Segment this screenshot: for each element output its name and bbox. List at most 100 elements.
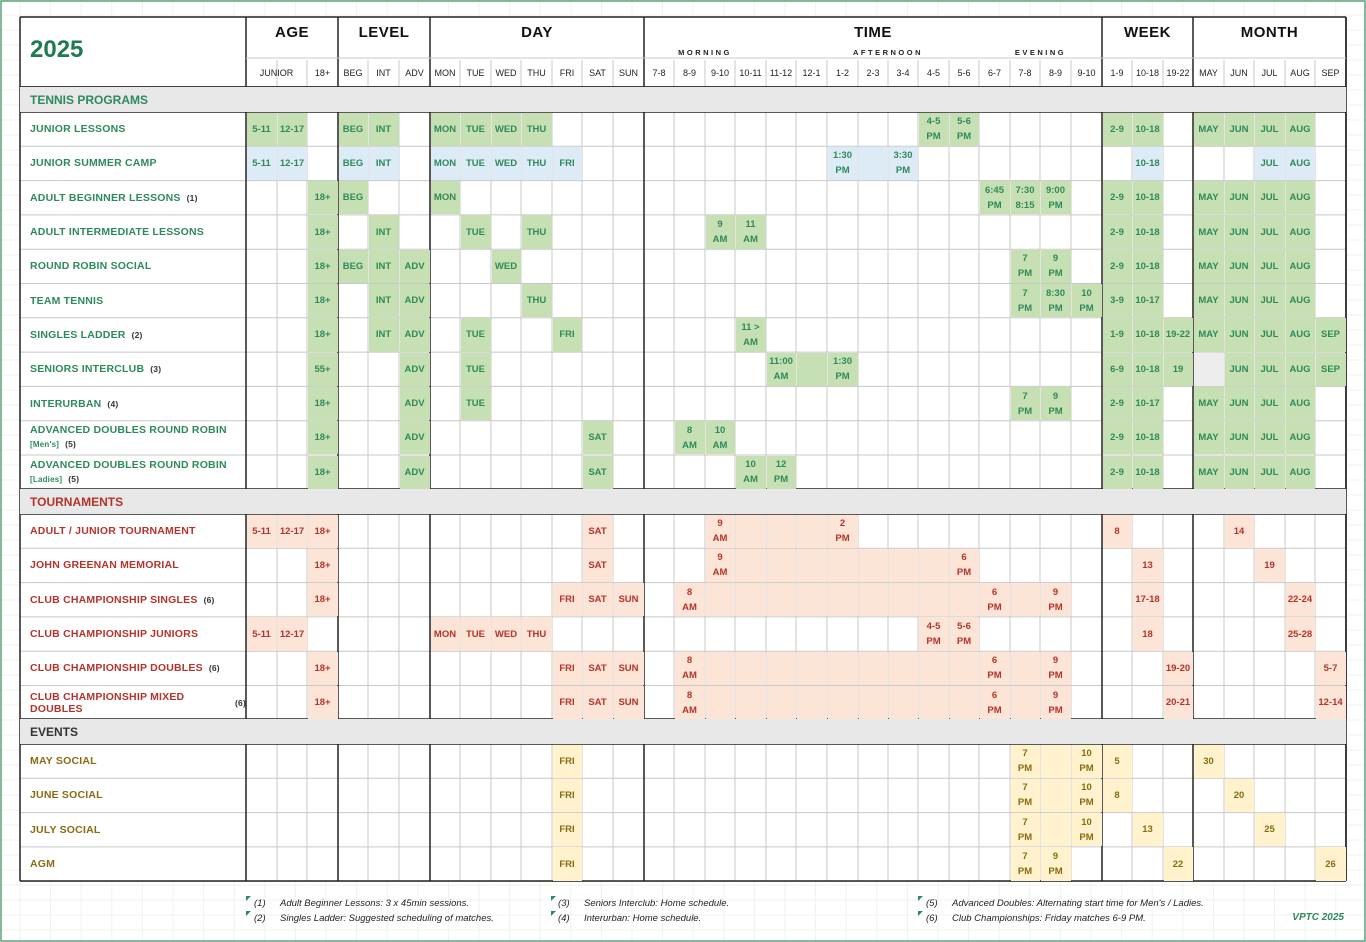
schedule-cell: [918, 548, 949, 583]
schedule-cell: WED: [491, 112, 521, 146]
schedule-cell: TUE: [460, 386, 491, 421]
schedule-cell: 18+: [307, 284, 338, 318]
schedule-cell: SUN: [613, 583, 644, 617]
row-name: ADULT BEGINNER LESSONS: [30, 191, 181, 204]
schedule-cell: 10-17: [1132, 386, 1163, 421]
footnote-3: (3) Seniors Interclub: Home schedule.: [558, 898, 730, 909]
schedule-cell: SUN: [613, 686, 644, 720]
schedule-cell: 9 PM: [1040, 249, 1071, 283]
schedule-cell: TUE: [460, 215, 491, 249]
row-note: (6): [235, 697, 246, 708]
schedule-cell: FRI: [552, 146, 582, 181]
schedule-cell: FRI: [552, 744, 582, 778]
schedule-cell: JUN: [1224, 181, 1254, 215]
schedule-cell: [766, 514, 796, 548]
time-subheader-afternoon: AFTERNOON: [853, 47, 923, 57]
row-note: (4): [107, 398, 119, 409]
schedule-cell: 10 AM: [705, 421, 735, 455]
footnote-1: (1) Adult Beginner Lessons: 3 x 45min ses…: [254, 898, 470, 909]
schedule-cell: AUG: [1285, 215, 1315, 249]
schedule-cell: 20-21: [1163, 686, 1193, 720]
schedule-cell: 10-18: [1132, 352, 1163, 386]
footnote-2: (2) Singles Ladder: Suggested scheduling …: [254, 913, 494, 924]
schedule-cell: [827, 686, 858, 720]
schedule-cell: INT: [368, 318, 399, 352]
comment-marker: [246, 896, 251, 901]
row-label: ADULT INTERMEDIATE LESSONS: [20, 215, 246, 249]
schedule-cell: INT: [368, 215, 399, 249]
schedule-cell: THU: [521, 112, 552, 146]
schedule-cell: 8:30 PM: [1040, 284, 1071, 318]
time-subheader-evening: EVENING: [1014, 47, 1067, 57]
schedule-cell: [1040, 778, 1071, 813]
schedule-cell: 25: [1254, 813, 1285, 847]
schedule-cell: AUG: [1285, 112, 1315, 146]
col-header-time: 11-12: [769, 68, 793, 78]
schedule-cell: MAY: [1193, 181, 1224, 215]
row-name: CLUB CHAMPIONSHIP JUNIORS: [30, 628, 199, 641]
schedule-cell: 7 PM: [1010, 744, 1040, 778]
col-header-day: MON: [434, 68, 456, 78]
schedule-cell: 7 PM: [1010, 249, 1040, 283]
schedule-cell: JUN: [1224, 318, 1254, 352]
group-header-week: WEEK: [1124, 23, 1171, 41]
schedule-cell: 18+: [307, 514, 338, 548]
row-note: (2): [131, 329, 143, 340]
schedule-cell: 2-9: [1102, 249, 1132, 283]
schedule-cell: 18+: [307, 651, 338, 685]
schedule-cell: 4-5 PM: [918, 617, 949, 651]
row-label: CLUB CHAMPIONSHIP DOUBLES (6): [20, 651, 246, 685]
schedule-cell: INT: [368, 112, 399, 146]
schedule-cell: 18+: [307, 249, 338, 283]
col-header-week: 1-9: [1110, 68, 1124, 78]
schedule-cell: JUL: [1254, 249, 1285, 283]
schedule-cell: [796, 352, 827, 386]
comment-marker: [246, 911, 251, 916]
schedule-cell: 2-9: [1102, 181, 1132, 215]
schedule-cell: INT: [368, 249, 399, 283]
schedule-cell: 12-17: [277, 514, 307, 548]
schedule-cell: [918, 583, 949, 617]
schedule-cell: 5-11: [246, 514, 277, 548]
schedule-cell: ADV: [399, 421, 430, 455]
schedule-cell: [827, 548, 858, 583]
schedule-cell: 12 PM: [766, 455, 796, 489]
schedule-cell: FRI: [552, 583, 582, 617]
schedule-cell: MAY: [1193, 421, 1224, 455]
col-header-level: ADV: [405, 68, 424, 78]
schedule-cell: SAT: [582, 686, 613, 720]
schedule-cell: JUN: [1224, 386, 1254, 421]
col-header-time: 7-8: [1018, 68, 1032, 78]
schedule-cell: 7:30 8:15: [1010, 181, 1040, 215]
schedule-cell: 18+: [307, 583, 338, 617]
schedule-cell: [735, 651, 766, 685]
schedule-cell: FRI: [552, 318, 582, 352]
schedule-cell: 10-18: [1132, 112, 1163, 146]
schedule-cell: INT: [368, 146, 399, 181]
col-header-week: 19-22: [1166, 68, 1190, 78]
comment-marker: [918, 896, 923, 901]
row-label: SENIORS INTERCLUB (3): [20, 352, 246, 386]
col-header-time: 9-10: [1077, 68, 1096, 78]
schedule-cell: [918, 651, 949, 685]
row-label: SINGLES LADDER (2): [20, 318, 246, 352]
row-label: JUNE SOCIAL: [20, 778, 246, 812]
row-label: JOHN GREENAN MEMORIAL: [20, 548, 246, 582]
schedule-cell: 9 AM: [705, 514, 735, 548]
comment-marker: [918, 911, 923, 916]
schedule-cell: 5-11: [246, 112, 277, 146]
col-header-month: JUN: [1230, 68, 1248, 78]
schedule-cell: JUL: [1254, 421, 1285, 455]
row-note: (6): [203, 594, 215, 605]
schedule-cell: SAT: [582, 548, 613, 583]
section-header: TOURNAMENTS: [20, 489, 1346, 514]
schedule-cell: JUL: [1254, 284, 1285, 318]
schedule-cell: AUG: [1285, 386, 1315, 421]
schedule-cell: MAY: [1193, 215, 1224, 249]
schedule-cell: JUN: [1224, 112, 1254, 146]
schedule-cell: [858, 146, 888, 181]
schedule-cell: [858, 548, 888, 583]
section-header: TENNIS PROGRAMS: [20, 87, 1346, 112]
